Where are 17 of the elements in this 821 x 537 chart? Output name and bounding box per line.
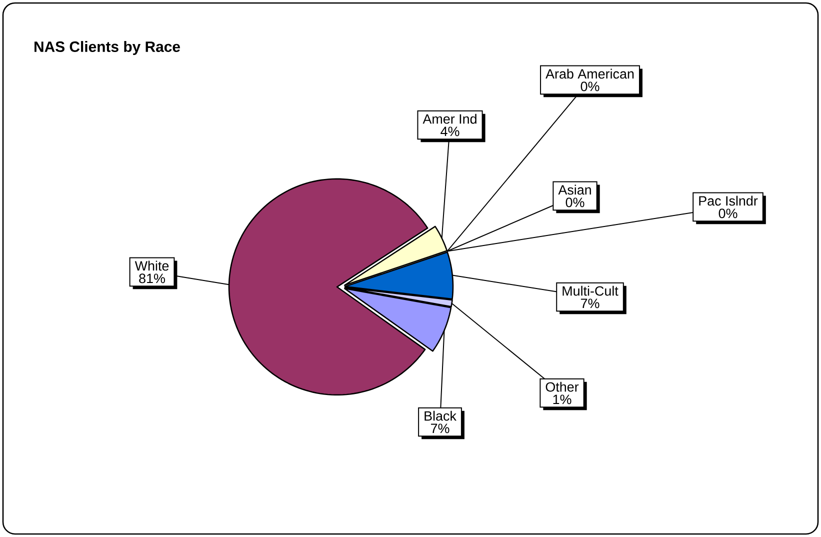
category-label: Asian — [558, 184, 591, 195]
text: 0% — [718, 208, 738, 218]
slice-label: Amer Ind — [422, 114, 476, 124]
slice-label: Black — [424, 410, 456, 421]
category-label: Pac Islndr — [699, 196, 758, 206]
chart-title: NAS Clients by Race — [34, 41, 180, 55]
data-label: 7% — [430, 424, 450, 434]
data-label: 81% — [139, 274, 165, 284]
slice-label: Other — [546, 382, 579, 392]
text: 0% — [580, 82, 600, 92]
slice-label: Multi-Cult — [562, 286, 618, 296]
category-label: Arab American — [546, 68, 634, 79]
slice-label: White — [134, 260, 169, 271]
data-label: 7% — [580, 298, 600, 308]
text: 0% — [566, 198, 584, 208]
data-label: 1% — [553, 394, 572, 404]
data-label: 4% — [440, 126, 460, 136]
